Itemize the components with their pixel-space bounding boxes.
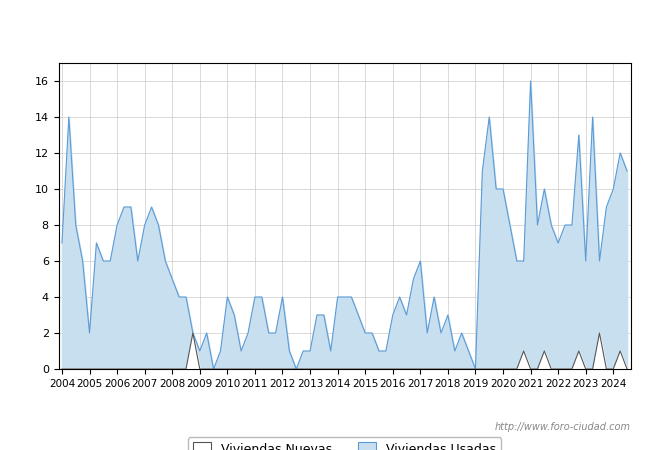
Legend: Viviendas Nuevas, Viviendas Usadas: Viviendas Nuevas, Viviendas Usadas	[188, 437, 501, 450]
Text: Riópar - Evolucion del Nº de Transacciones Inmobiliarias: Riópar - Evolucion del Nº de Transaccion…	[110, 19, 540, 35]
Text: http://www.foro-ciudad.com: http://www.foro-ciudad.com	[495, 422, 630, 432]
